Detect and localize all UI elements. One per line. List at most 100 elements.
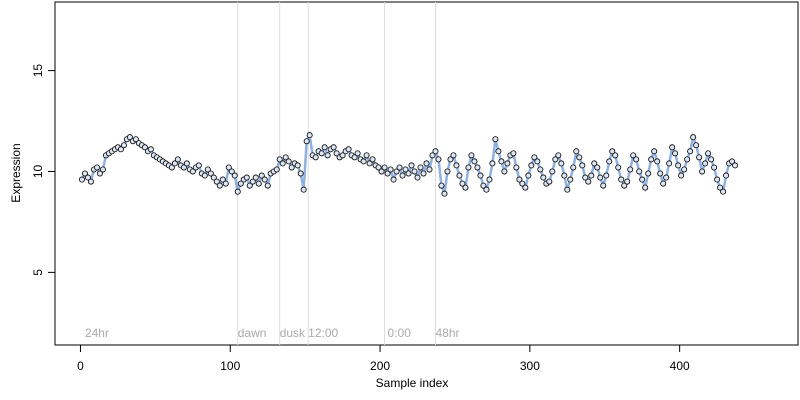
point — [552, 156, 559, 163]
point — [183, 160, 190, 167]
point — [603, 172, 610, 179]
point — [375, 164, 382, 171]
point — [441, 190, 448, 197]
x-tick-label: 300 — [520, 359, 540, 373]
point — [579, 162, 586, 169]
y-axis-label: Expression — [9, 143, 23, 202]
point — [168, 164, 175, 171]
point — [387, 166, 394, 173]
point — [288, 164, 295, 171]
point — [282, 154, 289, 161]
point — [708, 156, 715, 163]
point — [540, 174, 547, 181]
point — [642, 184, 649, 191]
point — [321, 144, 328, 151]
point — [210, 174, 217, 181]
point — [285, 158, 292, 165]
point — [684, 156, 691, 163]
point — [252, 174, 259, 181]
point — [645, 170, 652, 177]
point — [486, 176, 493, 183]
point — [354, 150, 361, 157]
point — [462, 184, 469, 191]
point — [519, 180, 526, 187]
point — [693, 142, 700, 149]
point — [558, 160, 565, 167]
point — [180, 164, 187, 171]
point — [132, 136, 139, 143]
point — [651, 148, 658, 155]
annotation: 12:00 — [308, 326, 338, 340]
plot-frame — [54, 1, 799, 346]
point — [435, 156, 442, 163]
point — [717, 184, 724, 191]
point — [510, 150, 517, 157]
point — [666, 160, 673, 167]
point — [312, 154, 319, 161]
point — [450, 152, 457, 159]
point — [612, 152, 619, 159]
point — [360, 158, 367, 165]
point — [594, 164, 601, 171]
point — [318, 150, 325, 157]
point — [720, 188, 727, 195]
point — [537, 166, 544, 173]
point — [294, 162, 301, 169]
point — [297, 170, 304, 177]
point — [573, 148, 580, 155]
annotation: dawn — [238, 326, 267, 340]
point — [204, 166, 211, 173]
point — [255, 180, 262, 187]
point — [420, 170, 427, 177]
point — [654, 158, 661, 165]
point — [390, 176, 397, 183]
point — [96, 170, 103, 177]
point — [402, 166, 409, 173]
point — [480, 182, 487, 189]
point — [672, 150, 679, 157]
point — [687, 148, 694, 155]
x-tick-label: 400 — [670, 359, 690, 373]
x-tick-label: 100 — [220, 359, 240, 373]
point — [702, 160, 709, 167]
point — [216, 182, 223, 189]
point — [624, 178, 631, 185]
point — [630, 152, 637, 159]
point — [234, 188, 241, 195]
point — [99, 166, 106, 173]
point — [393, 168, 400, 175]
point — [453, 162, 460, 169]
point — [300, 186, 307, 193]
point — [546, 178, 553, 185]
point — [723, 172, 730, 179]
y-tick-label: 5 — [31, 269, 45, 276]
point — [669, 144, 676, 151]
point — [534, 158, 541, 165]
y-tick-label: 10 — [31, 164, 45, 178]
point — [549, 168, 556, 175]
point — [648, 156, 655, 163]
point — [261, 176, 268, 183]
point — [477, 172, 484, 179]
point — [366, 160, 373, 167]
x-axis-label: Sample index — [376, 376, 449, 390]
point — [414, 174, 421, 181]
point — [528, 162, 535, 169]
point — [468, 152, 475, 159]
point — [711, 164, 718, 171]
point — [576, 154, 583, 161]
point — [249, 178, 256, 185]
point — [714, 176, 721, 183]
point — [525, 172, 532, 179]
point — [699, 168, 706, 175]
point — [405, 170, 412, 177]
point — [732, 162, 739, 169]
point — [222, 180, 229, 187]
point — [423, 160, 430, 167]
point — [228, 168, 235, 175]
point — [474, 164, 481, 171]
point — [117, 146, 124, 153]
point — [126, 134, 133, 141]
point — [459, 180, 466, 187]
point — [657, 170, 664, 177]
